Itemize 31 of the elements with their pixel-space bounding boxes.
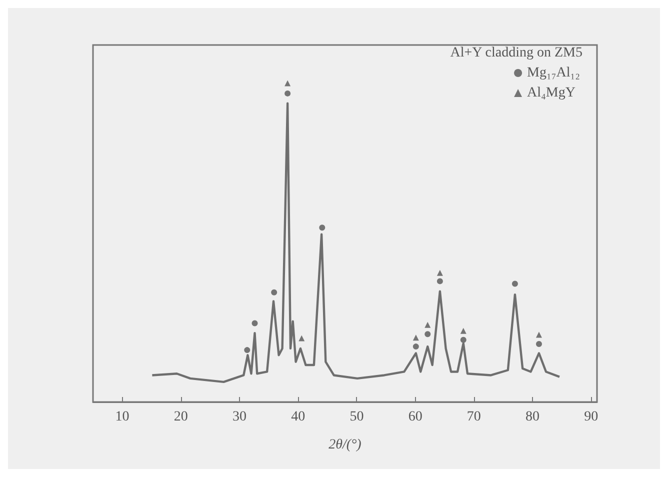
x-tick-label: 80 xyxy=(526,410,540,424)
point xyxy=(436,278,443,284)
legend-label: Al₄MgY xyxy=(527,86,576,100)
point xyxy=(412,344,419,350)
point xyxy=(424,322,431,328)
x-tick-label: 40 xyxy=(291,410,306,424)
point xyxy=(536,340,542,347)
legend-title: Al+Y cladding on ZM5 xyxy=(450,46,582,60)
x-tick-label: 50 xyxy=(350,410,364,424)
legend-label: Mg₁₇Al₁₂ xyxy=(527,66,580,80)
point xyxy=(436,270,443,276)
point xyxy=(284,90,291,96)
point xyxy=(536,332,542,338)
x-tick-label: 30 xyxy=(232,410,247,424)
x-tick-label: 60 xyxy=(408,410,422,424)
point xyxy=(412,334,419,341)
x-tick-label: 20 xyxy=(174,410,188,424)
point xyxy=(298,335,305,342)
x-axis-title: 2θ/(°) xyxy=(328,438,362,452)
point xyxy=(460,328,466,334)
point xyxy=(424,331,431,338)
point xyxy=(244,347,250,354)
point xyxy=(460,336,466,343)
point xyxy=(284,80,291,86)
x-tick-label: 70 xyxy=(466,410,481,424)
point xyxy=(319,224,326,231)
point xyxy=(271,289,278,296)
point xyxy=(252,320,258,326)
point xyxy=(512,280,518,287)
x-tick-label: 90 xyxy=(584,410,598,424)
x-tick-label: 10 xyxy=(115,410,130,424)
